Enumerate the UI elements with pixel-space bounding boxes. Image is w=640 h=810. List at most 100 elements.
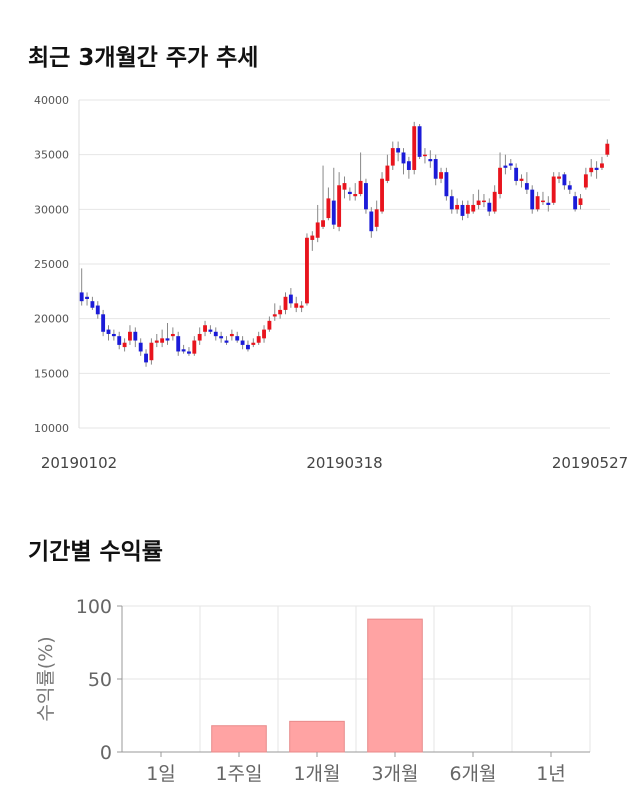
y-tick-label: 20000 [34, 313, 69, 326]
candle-body [337, 185, 342, 227]
candle-body [111, 333, 116, 337]
candle-body [240, 340, 245, 345]
candle-body [197, 333, 202, 341]
candle-body [374, 209, 379, 227]
candle-body [471, 204, 476, 212]
candle-body [455, 204, 460, 210]
candle-body [192, 340, 197, 354]
candle-body [170, 333, 175, 337]
candle-body [583, 174, 588, 188]
candle-body [181, 349, 186, 352]
candle-body [331, 200, 336, 225]
candle-body [95, 305, 100, 315]
candle-body [187, 351, 191, 354]
candle-body [476, 200, 481, 205]
y-tick-label: 35000 [34, 149, 69, 162]
candle-body [144, 353, 148, 363]
candle-body [428, 159, 433, 162]
candle-body [385, 165, 390, 181]
candle-body [310, 235, 315, 240]
candle-body [567, 185, 572, 190]
candle-body [262, 329, 266, 339]
candle-body [401, 152, 406, 164]
x-tick-label: 1일 [146, 763, 176, 785]
candle-body [508, 163, 513, 166]
candle-body [503, 165, 508, 168]
candle-body [165, 338, 170, 341]
candle-body [594, 167, 599, 170]
candle-body [138, 342, 143, 352]
candle-body [562, 174, 567, 186]
y-tick-label: 15000 [34, 367, 69, 380]
candle-body [117, 336, 122, 345]
candle-body [530, 189, 535, 210]
candle-body [251, 342, 256, 345]
candle-body [213, 331, 218, 337]
candle-body [546, 202, 551, 205]
candle-body [524, 183, 529, 190]
x-tick-label: 20190318 [306, 454, 382, 472]
returns-title: 기간별 수익률 [28, 539, 163, 565]
candle-body [433, 159, 438, 179]
candle-body [514, 167, 519, 181]
candle-body [208, 329, 213, 332]
candle-body [578, 198, 583, 205]
candle-body [342, 183, 347, 190]
candle-body [235, 336, 240, 341]
candle-body [465, 204, 470, 214]
candle-body [122, 342, 127, 348]
candle-body [229, 333, 234, 337]
return-bar [367, 618, 423, 753]
candle-body [90, 301, 95, 308]
y-tick-label: 50 [88, 669, 112, 691]
candle-body [417, 126, 422, 157]
candle-body [482, 200, 486, 203]
candle-body [492, 191, 497, 212]
candle-body [154, 340, 159, 343]
candle-body [101, 314, 106, 332]
candle-body [203, 325, 207, 332]
candle-body [423, 154, 427, 157]
candle-body [149, 342, 154, 361]
candle-body [176, 336, 181, 352]
y-tick-label: 25000 [34, 258, 69, 271]
candlestick-chart: 40000 35000 30000 25000 20000 15000 10000 20190… [34, 94, 628, 472]
candle-body [605, 143, 610, 155]
candle-body [600, 163, 604, 168]
candle-body [321, 220, 325, 227]
candle-body [589, 167, 594, 173]
candle-body [406, 161, 411, 170]
candle-body [278, 309, 283, 315]
return-bar [211, 725, 267, 753]
candle-body [283, 296, 288, 310]
y-tick-label: 40000 [34, 94, 69, 107]
y-tick-label: 0 [100, 742, 112, 764]
candle-body [369, 211, 374, 232]
candle-body [358, 180, 363, 195]
candle-body [305, 237, 309, 304]
candle-body [219, 336, 224, 339]
y-tick-label: 10000 [34, 422, 69, 435]
candle-body [246, 344, 250, 350]
candle-body [85, 296, 89, 299]
candle-body [224, 340, 229, 343]
candle-body [347, 191, 352, 195]
candle-body [267, 320, 272, 330]
candle-body [160, 338, 165, 343]
candle-body [449, 196, 454, 210]
return-bar [289, 720, 345, 753]
candle-body [128, 331, 132, 341]
candle-body [412, 126, 417, 170]
candle-body [557, 176, 561, 179]
candle-body [106, 329, 111, 334]
candle-body [551, 176, 556, 203]
candle-body [79, 292, 84, 302]
x-tick-label: 20190102 [41, 454, 117, 472]
candle-body [535, 196, 540, 210]
candle-body [133, 331, 138, 341]
candle-body [444, 172, 449, 197]
candle-body [460, 204, 465, 216]
candle-body [256, 336, 261, 343]
y-tick-label: 100 [76, 596, 112, 618]
candle-body [272, 314, 277, 317]
